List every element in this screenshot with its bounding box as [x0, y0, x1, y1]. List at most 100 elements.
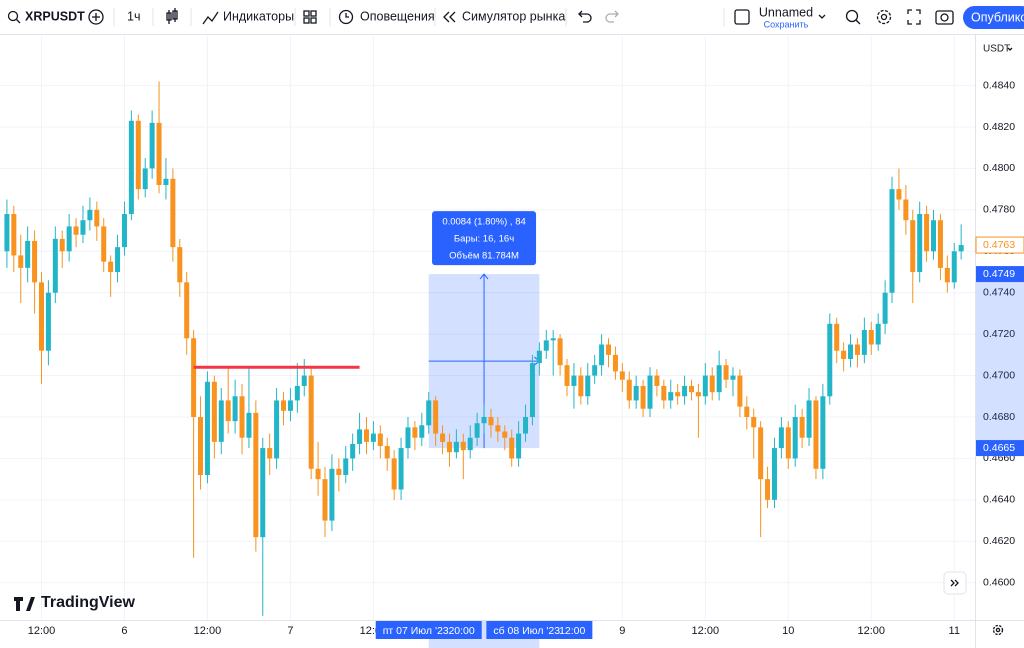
y-tick-label: 0.4600: [983, 576, 1015, 588]
currency[interactable]: USDT: [983, 44, 1010, 55]
candle-body: [661, 385, 667, 401]
candle-body: [523, 417, 529, 434]
candle-body: [73, 226, 79, 235]
alerts[interactable]: Оповещения: [360, 9, 435, 23]
candle-body: [910, 220, 916, 272]
time-badge-date: пт 07 Июл '23: [383, 625, 449, 637]
chart-type-button[interactable]: [166, 8, 178, 24]
measure-volume: Объём 81.784M: [449, 251, 519, 262]
replay[interactable]: Симулятор рынка: [462, 9, 565, 23]
symbol-search[interactable]: XRPUSDT: [7, 9, 86, 24]
time-badge-date: сб 08 Июл '23: [493, 625, 560, 637]
candle-body: [758, 427, 764, 480]
candle-body: [640, 385, 646, 409]
publish[interactable]: Опублико: [971, 10, 1024, 24]
candle-body: [723, 365, 729, 380]
candle-body: [502, 431, 508, 438]
time-badge-time: 20:00: [448, 625, 474, 637]
price-badge-label: 0.4665: [983, 442, 1015, 454]
candle-body: [931, 220, 937, 252]
quick-search[interactable]: [845, 9, 861, 25]
candle-body: [488, 417, 494, 426]
candle-body: [94, 209, 100, 227]
x-tick-label: 12:00: [858, 625, 886, 637]
layouts-button[interactable]: [303, 10, 317, 24]
interval[interactable]: 1ч: [127, 9, 140, 23]
candle-body: [115, 247, 121, 272]
candle-body: [32, 240, 38, 283]
candle-body: [730, 375, 736, 380]
settings-button[interactable]: [876, 9, 892, 25]
candle-body: [571, 375, 577, 386]
y-tick-label: 0.4800: [983, 162, 1015, 174]
candle-body: [281, 400, 287, 411]
scroll-button[interactable]: [943, 571, 967, 595]
candle-body: [675, 392, 681, 397]
fullscreen-button[interactable]: [907, 9, 921, 25]
candle-body: [156, 122, 162, 185]
candle-body: [363, 429, 369, 442]
candle-body: [350, 443, 356, 459]
candle-body: [149, 122, 155, 169]
time-badge: [486, 621, 593, 639]
candle-body: [142, 168, 148, 190]
layout-name[interactable]: Unnamed: [759, 5, 813, 19]
publish-button[interactable]: [963, 6, 1024, 29]
x-tick-label: 9: [619, 625, 625, 637]
snapshot-button[interactable]: [935, 10, 954, 25]
candle-body: [606, 344, 612, 355]
candle-body: [848, 344, 854, 359]
y-tick-label: 0.4740: [983, 286, 1015, 298]
candle-body: [198, 417, 204, 475]
x-tick-label: 7: [287, 625, 293, 637]
logo-text: TradingView: [41, 594, 136, 611]
candle-body: [889, 189, 895, 293]
price-badge-label: 0.4749: [983, 268, 1015, 280]
candle-body: [370, 433, 376, 442]
x-tick-label: 12:00: [692, 625, 720, 637]
compare-button[interactable]: [88, 9, 104, 25]
layout-checkbox[interactable]: [734, 9, 750, 25]
candle-body: [225, 400, 231, 422]
x-tick-label: 6: [121, 625, 127, 637]
symbol[interactable]: XRPUSDT: [25, 9, 85, 23]
layout-menu[interactable]: [818, 14, 826, 19]
candle-body: [211, 381, 217, 442]
measure-tooltip: [432, 211, 537, 266]
currency-menu[interactable]: [1007, 47, 1013, 51]
candle-body: [191, 338, 197, 417]
candle-body: [218, 400, 224, 442]
candle-body: [737, 375, 743, 407]
plot-area: [0, 36, 975, 620]
candle-body: [52, 238, 58, 293]
save-status[interactable]: Сохранить: [764, 19, 809, 29]
redo[interactable]: [605, 10, 619, 23]
candle-body: [654, 375, 660, 386]
candle-body: [827, 323, 833, 397]
candle-body: [716, 365, 722, 393]
candle-body: [765, 479, 771, 500]
x-tick-label: 11: [949, 625, 960, 637]
y-tick-label: 0.4820: [983, 121, 1015, 133]
candle-body: [841, 350, 847, 359]
candle-body: [87, 209, 93, 221]
alerts-button[interactable]: Оповещения: [338, 9, 435, 25]
candle-body: [66, 226, 72, 252]
axis-settings[interactable]: [992, 624, 1004, 636]
undo[interactable]: [578, 10, 592, 23]
candle-body: [806, 400, 812, 438]
candle-body: [543, 340, 549, 351]
candle-body: [958, 245, 964, 252]
candle-body: [578, 375, 584, 397]
price-range-highlight: [976, 274, 1024, 449]
candle-body: [792, 417, 798, 459]
time-badge-time: 12:00: [559, 625, 585, 637]
replay-button[interactable]: Симулятор рынка: [443, 9, 565, 23]
candle-body: [253, 412, 259, 538]
indicators[interactable]: Индикаторы: [223, 9, 294, 23]
candle-body: [11, 214, 17, 256]
candle-body: [301, 375, 307, 386]
indicators-button[interactable]: Индикаторы: [202, 9, 294, 25]
candle-body: [336, 468, 342, 475]
